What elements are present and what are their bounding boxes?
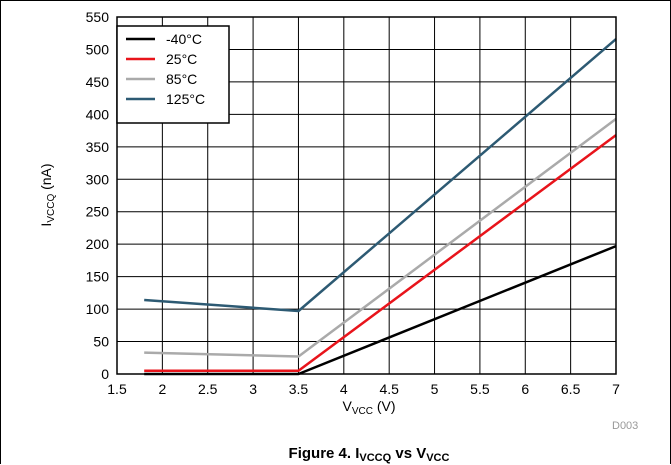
y-tick-label: 150	[86, 269, 110, 285]
x-axis-label: VVCC (V)	[342, 398, 395, 417]
x-tick-labels: 1.5 2 2.5 3 3.5 4 4.5 5 5.5 6 6.5 7	[107, 381, 620, 397]
x-tick-label: 3	[249, 381, 257, 397]
legend-label: 125°C	[166, 91, 205, 107]
legend-box	[116, 25, 230, 124]
x-tick-label: 3.5	[289, 381, 309, 397]
y-tick-label: 100	[86, 301, 110, 317]
x-tick-label: 4.5	[379, 381, 399, 397]
legend-label: 85°C	[166, 71, 197, 87]
series-line-85C	[144, 117, 617, 358]
x-tick-label: 5.5	[470, 381, 490, 397]
x-tick-label: 5	[431, 381, 439, 397]
y-tick-label: 0	[101, 366, 109, 382]
plot-area-border	[116, 16, 617, 375]
y-tick-label: 400	[86, 106, 110, 122]
x-tick-label: 6.5	[561, 381, 581, 397]
x-tick-label: 1.5	[107, 381, 127, 397]
y-tick-label: 550	[86, 9, 110, 25]
y-tick-label: 200	[86, 236, 110, 252]
figure-caption: Figure 4. IVCCQ vs VVCC	[289, 445, 450, 464]
x-tick-label: 2	[158, 381, 166, 397]
legend-label: 25°C	[166, 51, 197, 67]
series-line-25C	[144, 134, 617, 373]
series-line-125C	[144, 38, 617, 313]
y-axis-label: IVCCQ (nA)	[38, 163, 57, 226]
y-tick-label: 50	[93, 334, 109, 350]
y-tick-label: 250	[86, 204, 110, 220]
y-tick-label: 450	[86, 74, 110, 90]
y-tick-label: 350	[86, 139, 110, 155]
x-tick-label: 6	[521, 381, 529, 397]
y-tick-label: 300	[86, 171, 110, 187]
x-tick-label: 2.5	[198, 381, 218, 397]
y-tick-labels: 0 50 100 150 200 250 300 350 400 450 500 550	[86, 9, 110, 382]
y-tick-label: 500	[86, 41, 110, 57]
legend-label: -40°C	[166, 31, 202, 47]
x-tick-label: 4	[340, 381, 348, 397]
figure-code: D003	[612, 420, 638, 432]
x-tick-label: 7	[612, 381, 620, 397]
legend: -40°C 25°C 85°C 125°C	[116, 25, 230, 124]
